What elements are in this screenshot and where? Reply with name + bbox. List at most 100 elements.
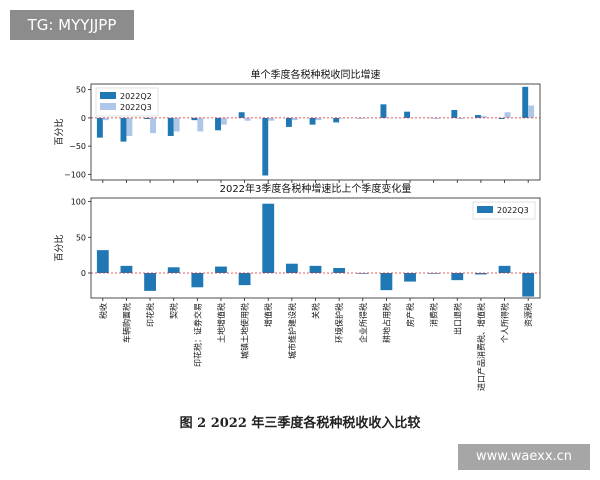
chart-title: 单个季度各税种税收同比增速	[251, 68, 381, 81]
bar-2022q3-11	[362, 117, 369, 119]
x-tick-label: 土地增值税	[216, 303, 226, 343]
bar-2022q2-9	[309, 117, 316, 125]
x-tick-label: 个人所得税	[500, 303, 510, 343]
x-tick-label: 税收	[98, 303, 108, 319]
x-tick-label: 企业所得税	[358, 303, 368, 343]
bar-15	[451, 273, 464, 281]
bar-12	[380, 273, 393, 291]
bar-2022q2-2	[144, 117, 151, 120]
y-tick-label: 100	[71, 198, 86, 207]
y-axis-label: 百分比	[53, 234, 65, 261]
bar-2022q3-14	[433, 117, 440, 120]
bar-2022q2-5	[215, 117, 221, 131]
plot-frame	[90, 197, 541, 299]
bar-5	[215, 266, 227, 273]
bar-6	[238, 273, 251, 286]
bar-10	[333, 268, 346, 273]
bar-2022q2-15	[451, 109, 458, 118]
bar-2022q3-18	[528, 105, 535, 118]
bar-2022q3-17	[504, 112, 511, 118]
bar-18	[522, 273, 535, 297]
legend-label: 2022Q2	[120, 92, 152, 101]
bar-2022q3-1	[126, 117, 133, 136]
x-tick-label: 城市维护建设税	[287, 303, 297, 359]
bar-13	[404, 273, 416, 282]
bar-2022q3-16	[480, 116, 487, 118]
bar-2022q2-12	[380, 104, 387, 118]
bar-2022q3-10	[339, 117, 346, 119]
y-tick-label: −50	[69, 142, 86, 151]
plot-frame	[90, 83, 541, 181]
bar-4	[191, 273, 204, 288]
x-tick-label: 车辆购置税	[121, 303, 131, 343]
legend: 2022Q2 2022Q3	[95, 87, 159, 117]
bar-2022q2-4	[191, 117, 198, 121]
x-tick-label: 房产税	[405, 303, 415, 327]
bar-2022q3-9	[315, 117, 322, 121]
x-tick-label: 消费税	[429, 303, 439, 327]
legend-label: 2022Q3	[497, 206, 529, 215]
x-tick-label: 城镇土地使用税	[240, 303, 250, 359]
x-tick-label: 耕地占用税	[381, 303, 391, 343]
watermark-bottom-right: www.waexx.cn	[458, 444, 590, 470]
x-tick-label: 出口退税	[452, 303, 462, 335]
bar-17	[498, 265, 511, 273]
bar-2022q2-16	[475, 115, 481, 118]
bar-2022q3-2	[150, 117, 156, 134]
bar-14	[427, 273, 440, 274]
bar-2022q2-18	[522, 86, 529, 118]
bar-2022q3-0	[102, 117, 109, 121]
bar-2022q2-10	[333, 117, 340, 123]
y-tick-label: −100	[64, 170, 86, 179]
bar-16	[475, 273, 487, 275]
bar-7	[262, 203, 275, 273]
y-axis-label: 百分比	[53, 118, 65, 145]
legend: 2022Q3	[472, 201, 536, 220]
bar-2	[144, 273, 156, 291]
x-tick-label: 印花税：证券交易	[192, 303, 202, 367]
y-tick-label: 0	[81, 114, 86, 123]
bar-3	[167, 267, 180, 273]
bar-2022q2-7	[262, 117, 269, 176]
y-tick-label: 50	[76, 233, 86, 242]
bar-11	[356, 273, 369, 274]
bar-2022q2-3	[167, 117, 174, 136]
bar-0	[96, 250, 109, 273]
bar-2022q2-6	[238, 112, 245, 118]
bar-2022q3-7	[268, 117, 275, 121]
bar-2022q2-17	[498, 117, 505, 120]
bar-2022q3-15	[457, 117, 464, 120]
x-tick-label: 契税	[169, 303, 179, 319]
x-tick-label: 环境保护税	[334, 303, 344, 343]
legend-swatch	[477, 206, 493, 213]
bar-2022q2-8	[285, 117, 292, 127]
bar-2022q3-4	[197, 117, 204, 132]
category-tick-labels: 税收 车辆购置税 印花税 契税 印花税：证券交易 土地增值税 城镇土地使用税 增值税 城市维护建…	[98, 303, 533, 391]
x-tick-label: 印花税	[145, 303, 155, 327]
bar-2022q3-8	[291, 117, 298, 121]
bar-2022q2-13	[404, 111, 411, 118]
chart-title: 2022年3季度各税种增速比上个季度变化量	[220, 182, 412, 195]
bar-2022q2-1	[120, 117, 127, 142]
x-tick-label: 关税	[311, 303, 321, 319]
bar-8	[285, 263, 298, 273]
bar-1	[120, 265, 133, 273]
legend-swatch	[100, 103, 116, 110]
x-tick-label: 进口产品消费税、增值税	[476, 303, 486, 391]
x-tick-label: 增值税	[263, 303, 273, 327]
y-tick-label: 50	[76, 86, 86, 95]
y-tick-label: 0	[81, 269, 86, 278]
bar-2022q3-3	[173, 117, 180, 132]
bar-2022q3-6	[244, 117, 251, 121]
x-tick-label: 资源税	[523, 303, 533, 327]
bar-2022q3-5	[220, 117, 227, 125]
bar-9	[309, 265, 322, 273]
bar-2022q2-0	[96, 117, 103, 138]
watermark-top-left: TG: MYYJJPP	[10, 10, 134, 40]
figure-caption: 图 2 2022 年三季度各税种税收收入比较	[179, 416, 421, 431]
legend-label: 2022Q3	[120, 103, 152, 112]
legend-swatch	[100, 92, 116, 99]
